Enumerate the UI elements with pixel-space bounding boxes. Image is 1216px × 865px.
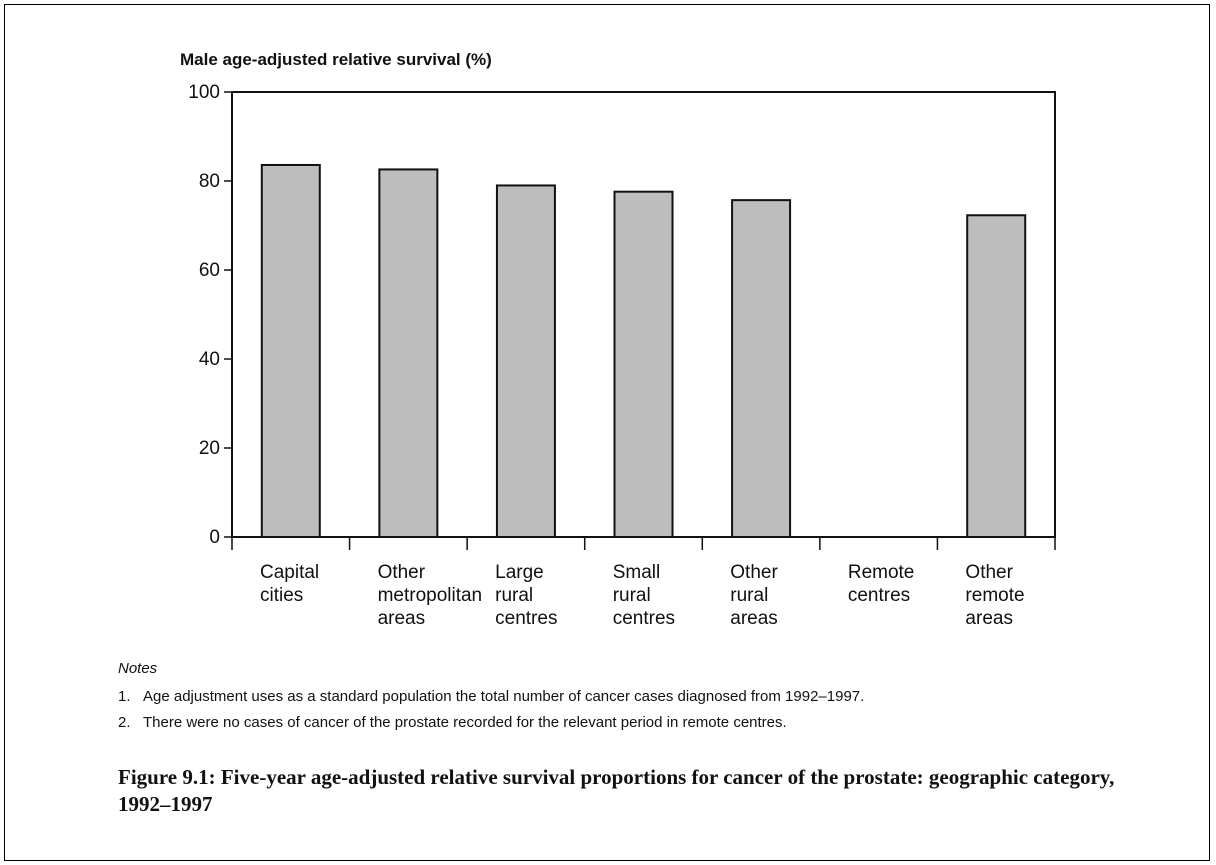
notes-header: Notes <box>118 660 158 677</box>
y-tick-label: 0 <box>209 527 220 548</box>
x-category-label: Other metropolitan areas <box>378 562 483 629</box>
note-text: There were no cases of cancer of the pro… <box>143 714 787 731</box>
note-number: 2. <box>118 714 131 731</box>
bar-chart: Male age-adjusted relative survival (%) … <box>180 50 1056 629</box>
x-category-label-line: rural <box>730 585 768 606</box>
x-category-label-line: areas <box>965 608 1013 629</box>
x-category-label-line: Other <box>378 562 426 583</box>
note-item: 2. There were no cases of cancer of the … <box>118 714 864 732</box>
x-category-label-line: metropolitan <box>378 585 483 606</box>
figure-frame <box>4 4 1210 861</box>
x-category-label-line: centres <box>613 608 675 629</box>
bar <box>260 163 321 538</box>
note-text: Age adjustment uses as a standard popula… <box>143 688 865 705</box>
bar <box>966 214 1027 538</box>
y-tick-label: 20 <box>199 438 220 459</box>
x-category-label-line: areas <box>378 608 426 629</box>
x-category-label: Other remote areas <box>965 562 1024 629</box>
x-category-label: Small rural centres <box>613 562 675 629</box>
y-tick-label: 40 <box>199 349 220 370</box>
x-category-label-line: rural <box>613 585 651 606</box>
x-category-label-line: areas <box>730 608 778 629</box>
x-category-label-line: rural <box>495 585 533 606</box>
x-category-label-line: Small <box>613 562 661 583</box>
x-category-label: Large rural centres <box>495 562 557 629</box>
notes: Notes 1. Age adjustment uses as a standa… <box>118 660 864 740</box>
y-tick-label: 80 <box>199 171 220 192</box>
x-category-label-line: centres <box>848 585 910 606</box>
x-category-label-line: Other <box>730 562 778 583</box>
bar <box>378 168 439 538</box>
bar <box>731 199 792 538</box>
y-tick-label: 60 <box>199 260 220 281</box>
x-category-label: Remote centres <box>848 562 915 606</box>
x-category-label-line: centres <box>495 608 557 629</box>
note-number: 1. <box>118 688 131 705</box>
x-category-label: Other rural areas <box>730 562 778 629</box>
bar <box>613 190 674 538</box>
x-category-label-line: remote <box>965 585 1024 606</box>
bar <box>495 184 556 538</box>
x-category-label-line: Capital <box>260 562 319 583</box>
y-tick-label: 100 <box>188 82 220 103</box>
x-category-label-line: Large <box>495 562 544 583</box>
y-axis-label: Male age-adjusted relative survival (%) <box>180 50 492 69</box>
note-item: 1. Age adjustment uses as a standard pop… <box>118 688 864 706</box>
x-category-label-line: cities <box>260 585 303 606</box>
x-category-label: Capital cities <box>260 562 319 606</box>
x-category-label-line: Remote <box>848 562 915 583</box>
figure-caption: Figure 9.1: Five-year age-adjusted relat… <box>118 765 1115 816</box>
x-category-label-line: Other <box>965 562 1013 583</box>
